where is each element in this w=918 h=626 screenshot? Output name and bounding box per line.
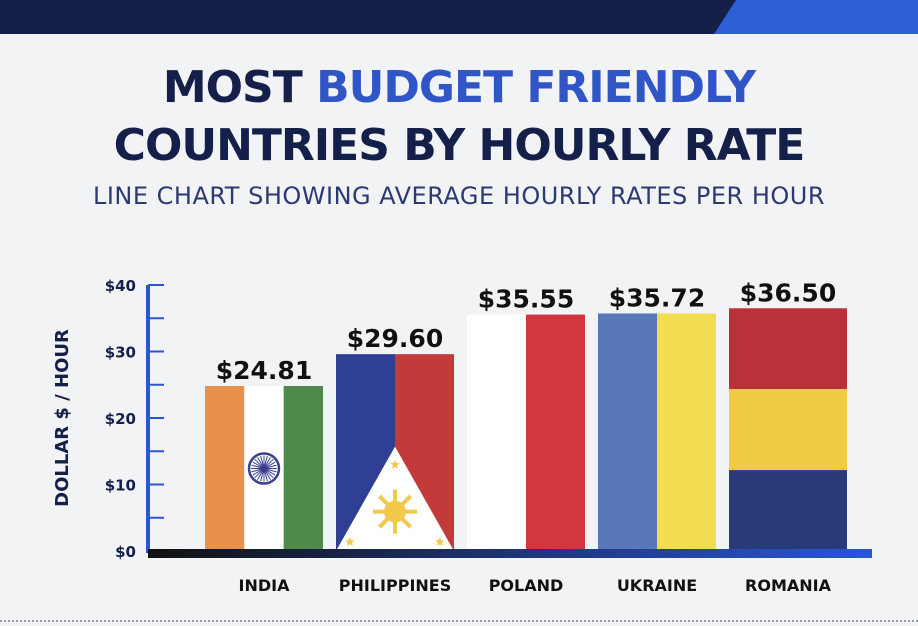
bar-philippines [336, 354, 454, 551]
bar-stripe [467, 314, 526, 551]
bar-stripe [598, 313, 657, 551]
bar-india [205, 386, 323, 551]
x-tick-label: POLAND [489, 576, 564, 595]
bar-stripe [205, 386, 245, 551]
x-tick-label: UKRAINE [617, 576, 697, 595]
chakra-ring [247, 452, 281, 485]
ashoka-chakra-icon [247, 452, 281, 485]
data-label: $35.72 [609, 283, 705, 312]
bar-ukraine [598, 313, 716, 551]
sun-disc [384, 500, 406, 523]
x-tick-label: INDIA [239, 576, 291, 595]
bar-stripe [526, 314, 585, 551]
bar-stripe [657, 313, 716, 551]
chart-title-line-1: MOST BUDGET FRIENDLY [0, 62, 918, 113]
x-tick-label: ROMANIA [745, 576, 832, 595]
star-icon [345, 537, 355, 546]
bar-romania [729, 308, 847, 551]
x-tick-label: PHILIPPINES [339, 576, 451, 595]
sun-icon [373, 489, 417, 534]
data-label: $24.81 [216, 356, 312, 385]
data-label: $35.55 [478, 285, 574, 314]
chart-title-line-2: COUNTRIES BY HOURLY RATE [113, 120, 806, 171]
y-tick-label: $40 [105, 277, 136, 295]
star-icon [435, 537, 445, 546]
footer-divider [0, 620, 918, 622]
title-accent: BUDGET FRIENDLY [316, 62, 756, 113]
title-part-1: MOST [162, 62, 317, 113]
data-label: $29.60 [347, 324, 443, 353]
y-tick-label: $20 [105, 410, 136, 428]
data-label: $36.50 [740, 278, 836, 307]
x-axis-line [148, 549, 872, 558]
y-axis-label: DOLLAR $ / HOUR [52, 329, 73, 507]
star-icon [390, 459, 400, 469]
bar-stripe [729, 470, 847, 551]
bar-stripe [729, 308, 847, 390]
bar-stripe [729, 389, 847, 471]
bar-poland [467, 314, 585, 551]
chakra-hub [261, 465, 267, 472]
top-banner [0, 0, 918, 34]
y-tick-label: $10 [105, 477, 136, 495]
bar-stripe [283, 386, 323, 551]
chart-subtitle: LINE CHART SHOWING AVERAGE HOURLY RATES … [92, 182, 826, 210]
y-tick-label: $30 [105, 344, 136, 362]
y-tick-label: $0 [115, 543, 136, 561]
